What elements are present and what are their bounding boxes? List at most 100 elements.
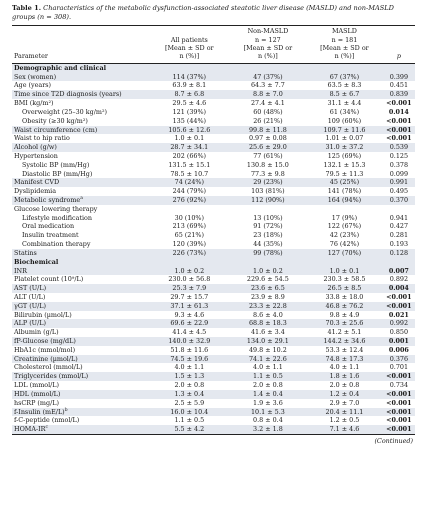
cell-all-patients: 1.5 ± 1.3 <box>149 372 230 382</box>
row-label: Albumin (g/L) <box>14 328 59 337</box>
cell-masld: 31.1 ± 4.4 <box>327 99 362 108</box>
cell-masld: 74.8 ± 17.3 <box>306 354 383 364</box>
row-label: ALT (U/L) <box>14 292 46 301</box>
cell-masld <box>306 205 383 214</box>
table-row: Bilirubin (µmol/L) 9.3 ± 4.6 8.6 ± 4.0 9.8 … <box>12 311 415 320</box>
cell-masld: 17 (9%) <box>331 213 358 222</box>
row-label: Time since T2D diagnosis (years) <box>12 90 150 100</box>
cell-p-value: <0.001 <box>382 407 415 417</box>
cell-non-masld: 44 (35%) <box>253 240 283 249</box>
cell-non-masld: 91 (72%) <box>253 222 283 231</box>
cell-p-value: 0.451 <box>389 81 409 90</box>
row-label: hsCRP (mg/L) <box>14 398 59 407</box>
cell-non-masld: 1.0 ± 0.2 <box>229 266 307 276</box>
cell-masld: 7.1 ± 4.6 <box>306 425 383 435</box>
cell-non-masld: 13 (10%) <box>253 213 283 222</box>
row-label: ALP (U/L) <box>12 319 150 329</box>
table-row: LDL (mmol/L) 2.0 ± 0.8 2.0 ± 0.8 2.0 ± 0.8 0… <box>12 381 415 390</box>
cell-non-masld: 1.1 ± 0.5 <box>229 372 307 382</box>
row-label: Glucose lowering therapy <box>14 204 98 213</box>
cell-masld: 127 (70%) <box>306 248 383 258</box>
cell-masld: 45 (25%) <box>306 178 383 188</box>
table-row: Age (years) 63.9 ± 8.1 64.3 ± 7.7 63.5 ± 8.… <box>12 81 415 90</box>
cell-p-value: 0.125 <box>389 151 409 160</box>
cell-p-value: <0.001 <box>386 398 412 407</box>
cell-all-patients: 51.8 ± 11.6 <box>170 345 209 354</box>
cell-non-masld: 3.2 ± 1.8 <box>229 425 307 435</box>
cell-non-masld: 103 (81%) <box>251 187 285 196</box>
cell-masld: 1.0 ± 0.1 <box>306 266 383 276</box>
table-row: Dyslipidemia 244 (79%) 103 (81%) 141 (78%) 0… <box>12 187 415 196</box>
cell-masld: 4.0 ± 1.1 <box>329 363 360 372</box>
cell-masld: 76 (42%) <box>329 240 360 249</box>
table-row: Insulin treatment 65 (21%) 23 (18%) 42 (23%… <box>12 231 415 240</box>
cell-all-patients: 29.5 ± 4.6 <box>172 99 207 108</box>
row-label: Systolic BP (mm/Hg) <box>22 160 90 169</box>
section-title: Demographic and clinical <box>12 63 415 73</box>
cell-p-value: <0.001 <box>382 389 415 399</box>
table-row: Alcohol (g/w) 28.7 ± 34.1 25.6 ± 29.0 31.0 … <box>12 143 415 152</box>
table-row: hsCRP (mg/L) 2.5 ± 5.9 1.9 ± 3.6 2.9 ± 7.0 <… <box>12 399 415 408</box>
cell-all-patients: 74 (24%) <box>149 178 230 188</box>
cell-masld: 42 (23%) <box>329 231 360 240</box>
cell-p-value: 0.007 <box>382 266 415 276</box>
table-row: Hypertension 202 (66%) 77 (61%) 125 (69%) 0.… <box>12 152 415 161</box>
row-label: Waist circumference (cm) <box>12 125 150 135</box>
cell-masld: 67 (37%) <box>306 72 383 82</box>
cell-p-value: 0.014 <box>388 107 409 116</box>
cell-all-patients: 5.5 ± 4.2 <box>149 425 230 435</box>
cell-non-masld: 23 (18%) <box>253 231 283 240</box>
table-row: Cholesterol (mmol/L) 4.0 ± 1.1 4.0 ± 1.1 4.… <box>12 363 415 372</box>
cell-all-patients: 105.6 ± 12.6 <box>149 125 230 135</box>
cell-p-value: 0.892 <box>389 275 409 284</box>
cell-all-patients: 37.1 ± 61.3 <box>149 301 230 311</box>
table-row: Glucose lowering therapy <box>12 205 415 214</box>
table-row: Metabolic syndromea 276 (92%) 112 (90%) 164… <box>12 196 415 205</box>
cell-non-masld: 1.9 ± 3.6 <box>253 398 283 407</box>
table-row: Waist to hip ratio 1.0 ± 0.1 0.97 ± 0.08 1.… <box>12 134 415 143</box>
cell-p-value: 0.701 <box>389 363 409 372</box>
cell-p-value: 0.006 <box>388 345 409 354</box>
cell-masld: 1.2 ± 0.5 <box>329 416 360 425</box>
row-label: Alcohol (g/w) <box>12 143 150 152</box>
cell-non-masld: 47 (37%) <box>229 72 307 82</box>
cell-p-value: 0.941 <box>389 213 409 222</box>
cell-p-value: 0.001 <box>382 337 415 346</box>
cell-all-patients: 276 (92%) <box>149 196 230 205</box>
table-title: Characteristics of the metabolic dysfunc… <box>12 4 394 21</box>
cell-p-value: 0.128 <box>382 248 415 258</box>
cell-p-value: 0.991 <box>382 178 415 188</box>
row-label: Hypertension <box>14 151 58 160</box>
cell-masld: 144.2 ± 34.6 <box>306 337 383 346</box>
header-all-patients: All patients [Mean ± SD or n (%)] <box>149 25 230 64</box>
cell-p-value: 0.539 <box>382 143 415 152</box>
cell-all-patients: 65 (21%) <box>174 231 204 240</box>
table-row: Diastolic BP (mm/Hg) 78.5 ± 10.7 77.3 ± 9.… <box>12 170 415 179</box>
cell-all-patients: 30 (10%) <box>174 213 204 222</box>
cell-non-masld: 2.0 ± 0.8 <box>253 381 283 390</box>
cell-non-masld: 77 (61%) <box>253 151 283 160</box>
row-label: Insulin treatment <box>22 231 79 240</box>
cell-p-value: 0.193 <box>389 240 409 249</box>
cell-non-masld: 25.6 ± 29.0 <box>229 143 307 152</box>
cell-p-value: 0.734 <box>389 381 409 390</box>
table-row: HOMA-IRc 5.5 ± 4.2 3.2 ± 1.8 7.1 ± 4.6 <0.00… <box>12 425 415 435</box>
cell-all-patients: 1.0 ± 0.1 <box>174 134 205 143</box>
cell-non-masld: 99.8 ± 11.8 <box>229 125 307 135</box>
cell-masld: 1.2 ± 0.4 <box>306 389 383 399</box>
table-row: f-C-peptide (nmol/L) 1.1 ± 0.5 0.8 ± 0.4 1.… <box>12 416 415 425</box>
cell-masld: 26.5 ± 8.5 <box>306 284 383 293</box>
table-row: f-Insulin (mE/L)b 16.0 ± 10.4 10.1 ± 5.3 20… <box>12 407 415 417</box>
cell-masld: 164 (94%) <box>306 196 383 205</box>
row-label: Waist to hip ratio <box>14 134 70 143</box>
cell-all-patients: 28.7 ± 34.1 <box>149 143 230 152</box>
cell-p-value: 0.378 <box>389 160 409 169</box>
cell-p-value: 0.004 <box>382 284 415 293</box>
cell-non-masld: 23.6 ± 6.5 <box>229 284 307 293</box>
header-row: Parameter All patients [Mean ± SD or n (… <box>12 25 415 64</box>
continued-note: (Continued) <box>374 436 413 445</box>
header-non-masld: Non-MASLD n = 127 [Mean ± SD or n (%)] <box>229 25 307 64</box>
cell-all-patients: 202 (66%) <box>172 151 207 160</box>
cell-masld: 2.9 ± 7.0 <box>329 398 360 407</box>
cell-p-value: <0.001 <box>382 372 415 382</box>
